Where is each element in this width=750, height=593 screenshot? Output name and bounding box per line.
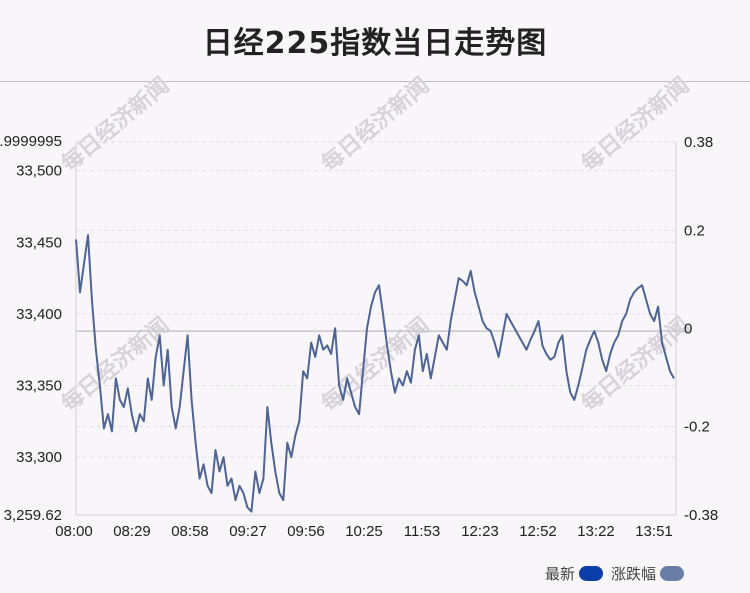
y-axis-right-labels: 0.38 0.2 0 -0.2 -0.38 [684,134,718,524]
x-tick-label: 08:29 [113,523,151,540]
y-left-tick-label: 33,300 [16,449,62,466]
x-tick-label: 11:53 [404,523,440,540]
x-tick-label: 09:27 [229,523,267,540]
legend-swatch [578,566,603,581]
chart-title: 日经225指数当日走势图 [202,26,548,61]
x-tick-label: 10:25 [345,523,383,540]
y-right-tick-label: -0.38 [684,507,718,524]
legend-swatch [660,566,684,581]
x-tick-label: 13:51 [635,523,673,540]
y-axis-left-labels: 33,519.9999995 33,500 33,450 33,400 33,350 33… [0,133,62,524]
y-left-tick-label: 33,350 [16,378,62,395]
series-line [75,234,675,513]
x-tick-label: 12:52 [519,523,557,540]
watermark-text: 每日经济新闻 [577,312,695,417]
x-axis-labels: 08:00 08:29 08:58 09:27 09:56 10:25 11:53 12:23… [55,523,673,540]
y-left-tick-label: 33,450 [16,234,62,251]
y-left-tick-label: 33,400 [16,306,62,323]
y-left-top-label: 33,519.9999995 [0,133,62,150]
x-tick-label: 09:56 [287,523,325,540]
axes [75,142,677,516]
title-divider [0,81,750,82]
y-right-tick-label: 0 [684,321,692,338]
x-tick-label: 13:22 [577,523,615,540]
y-right-tick-label: 0.2 [684,222,705,239]
watermark-text: 每日经济新闻 [57,72,175,177]
legend-label: 最新 [544,565,575,583]
x-tick-label: 12:23 [461,523,499,540]
y-right-tick-label: -0.2 [684,419,710,436]
legend-item[interactable]: 涨跌幅 [611,563,684,584]
y-right-tick-label: 0.38 [684,134,713,151]
x-tick-label: 08:00 [55,523,93,540]
legend-item[interactable]: 最新 [545,563,603,584]
series-lines [75,234,675,513]
y-left-bottom-label: 3,259.62 [4,507,62,524]
watermark-text: 每日经济新闻 [577,72,695,177]
watermark-text: 每日经济新闻 [317,72,435,177]
y-left-tick-label: 33,500 [16,163,62,180]
legend-label: 涨跌幅 [610,565,656,583]
x-tick-label: 08:58 [171,523,209,540]
watermark-text: 每日经济新闻 [57,312,175,417]
legend: 最新 涨跌幅 [545,563,684,584]
